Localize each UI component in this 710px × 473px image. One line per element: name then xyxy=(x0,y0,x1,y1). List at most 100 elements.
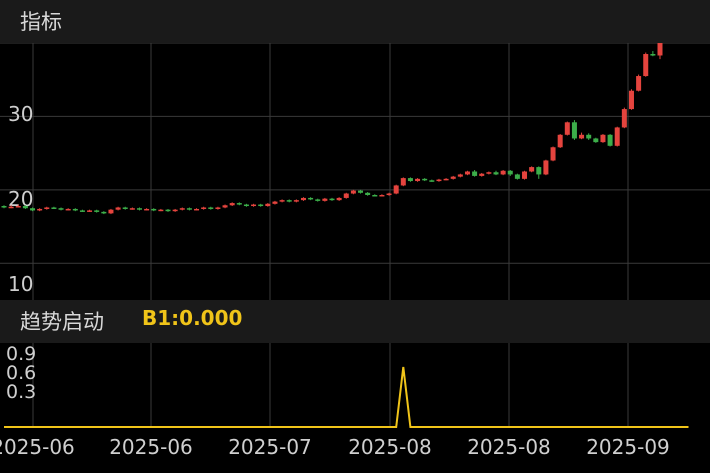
candle-body xyxy=(315,199,321,201)
candle-body xyxy=(144,208,150,211)
indicator-y-axis: 0.9 0.6 0.3 xyxy=(6,343,36,403)
candle-body xyxy=(186,208,192,210)
candle-body xyxy=(372,194,378,197)
candle-body xyxy=(279,200,285,202)
candle-body xyxy=(51,207,57,209)
candles xyxy=(1,43,663,215)
candle-body xyxy=(522,171,528,179)
candle-body xyxy=(643,54,649,77)
candle-body xyxy=(208,207,214,209)
candle-body xyxy=(614,127,620,146)
candle-body xyxy=(293,200,299,202)
candle-body xyxy=(393,185,399,194)
candle-body xyxy=(115,207,121,210)
candle-body xyxy=(650,54,656,56)
main-chart-header: 指标 xyxy=(0,0,710,43)
candle-body xyxy=(514,174,520,179)
candle-body xyxy=(1,206,7,208)
candle-body xyxy=(350,190,356,194)
x-tick-label: 2025-08 xyxy=(348,435,432,459)
candle-body xyxy=(365,192,371,195)
candle-body xyxy=(557,134,563,148)
candle-body xyxy=(400,178,406,186)
candle-body xyxy=(564,122,570,135)
indicator-chart[interactable]: 0.9 0.6 0.3 xyxy=(0,343,710,428)
candle-body xyxy=(457,174,463,177)
y-tick-label: 0.3 xyxy=(6,381,36,403)
candle-body xyxy=(22,206,28,209)
candle-body xyxy=(429,180,435,182)
y-tick-label: 0.9 xyxy=(6,343,36,365)
candle-body xyxy=(37,208,43,211)
candle-body xyxy=(486,172,492,174)
candle-body xyxy=(529,167,535,172)
indicator-grid xyxy=(32,343,629,428)
candle-body xyxy=(108,209,114,214)
candle-body xyxy=(236,203,242,205)
candle-body xyxy=(600,134,606,143)
main-y-axis: 30 20 10 xyxy=(8,102,33,296)
candle-body xyxy=(386,193,392,196)
candle-body xyxy=(500,170,506,175)
x-tick-label: 2025-09 xyxy=(586,435,670,459)
candle-body xyxy=(272,201,278,204)
y-tick-label: 30 xyxy=(8,102,33,126)
candle-body xyxy=(479,173,485,176)
main-chart-title: 指标 xyxy=(20,10,62,34)
candle-body xyxy=(422,178,428,181)
candle-body xyxy=(251,204,257,207)
x-tick-label: 2025-07 xyxy=(228,435,312,459)
candle-body xyxy=(15,206,21,208)
x-tick-label: 2025-06 xyxy=(0,435,75,459)
candle-body xyxy=(621,109,627,128)
candle-body xyxy=(94,210,100,212)
candle-body xyxy=(472,171,478,176)
candle-body xyxy=(58,208,64,210)
candle-body xyxy=(579,134,585,139)
candle-body xyxy=(593,138,599,143)
candle-body xyxy=(308,197,314,200)
candle-body xyxy=(30,208,36,211)
y-tick-label: 10 xyxy=(8,272,33,296)
candle-body xyxy=(151,208,157,211)
indicator-title: 趋势启动 xyxy=(20,310,104,334)
candle-body xyxy=(300,197,306,201)
main-grid xyxy=(0,43,710,300)
candle-body xyxy=(543,160,549,175)
candle-body xyxy=(215,207,221,209)
candle-body xyxy=(129,208,135,210)
candle-body xyxy=(507,170,513,175)
candle-body xyxy=(607,134,613,146)
candle-body xyxy=(415,178,421,182)
candlestick-chart[interactable]: 30 20 10 xyxy=(0,43,710,300)
candle-body xyxy=(243,204,249,207)
indicator-header: 趋势启动 B1:0.000 xyxy=(0,300,710,343)
candle-body xyxy=(72,208,78,211)
candle-body xyxy=(336,197,342,201)
candle-body xyxy=(322,198,328,201)
candle-body xyxy=(8,206,14,209)
candle-body xyxy=(443,178,449,181)
candle-body xyxy=(286,200,292,202)
candle-body xyxy=(65,208,71,211)
candle-body xyxy=(343,193,349,198)
candle-body xyxy=(44,207,50,209)
candle-body xyxy=(636,76,642,91)
candle-body xyxy=(379,194,385,197)
candle-body xyxy=(571,122,577,139)
candle-body xyxy=(194,208,200,211)
candle-body xyxy=(358,190,364,193)
candle-body xyxy=(586,134,592,139)
x-tick-label: 2025-06 xyxy=(109,435,193,459)
candle-body xyxy=(450,176,456,179)
candle-body xyxy=(122,207,128,209)
y-tick-label: 0.6 xyxy=(6,362,36,384)
candle-body xyxy=(179,208,185,210)
candle-body xyxy=(265,203,271,207)
indicator-value: B1:0.000 xyxy=(142,306,243,330)
candle-body xyxy=(229,203,235,206)
candle-body xyxy=(628,90,634,110)
candle-body xyxy=(79,210,85,212)
candle-body xyxy=(136,208,142,210)
candle-body xyxy=(87,210,93,212)
